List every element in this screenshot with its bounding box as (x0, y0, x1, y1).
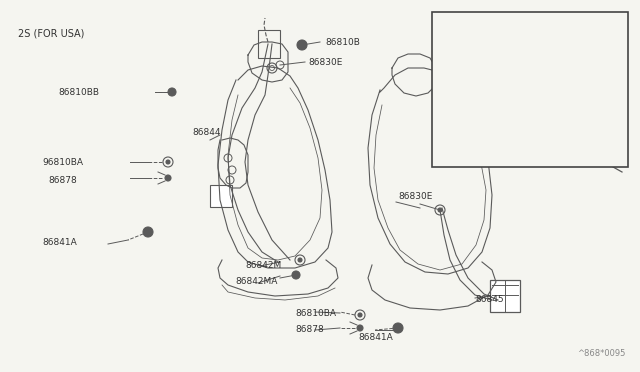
Text: 86845: 86845 (475, 295, 504, 305)
Circle shape (297, 40, 307, 50)
Text: 86878: 86878 (295, 326, 324, 334)
Text: 86841A: 86841A (358, 334, 393, 343)
Text: 86878: 86878 (48, 176, 77, 185)
Text: 86844: 86844 (192, 128, 221, 137)
Circle shape (438, 208, 442, 212)
Text: ^868*0095: ^868*0095 (577, 349, 625, 358)
Text: 86830E: 86830E (308, 58, 342, 67)
Text: 86810BA: 86810BA (295, 308, 336, 317)
Bar (490, 280, 520, 312)
Text: 86842M: 86842M (245, 260, 281, 269)
Circle shape (357, 325, 363, 331)
Text: 87850A: 87850A (546, 58, 581, 67)
Text: 86879: 86879 (534, 42, 563, 51)
Circle shape (168, 88, 176, 96)
Circle shape (165, 175, 171, 181)
Text: 86842MA: 86842MA (235, 278, 277, 286)
Text: 86830E: 86830E (398, 192, 433, 201)
Circle shape (298, 41, 306, 49)
Text: 86810BB: 86810BB (58, 87, 99, 96)
Bar (258, 30, 280, 58)
Circle shape (292, 271, 300, 279)
Circle shape (393, 323, 403, 333)
Text: 96810BA: 96810BA (42, 157, 83, 167)
Circle shape (143, 227, 153, 237)
Bar (210, 185, 232, 207)
Circle shape (166, 160, 170, 164)
Text: 86810B: 86810B (325, 38, 360, 46)
Text: 2S (FOR USA): 2S (FOR USA) (18, 28, 84, 38)
Circle shape (298, 258, 302, 262)
Circle shape (358, 313, 362, 317)
Bar (432, 12, 628, 167)
Text: 86841A: 86841A (42, 237, 77, 247)
